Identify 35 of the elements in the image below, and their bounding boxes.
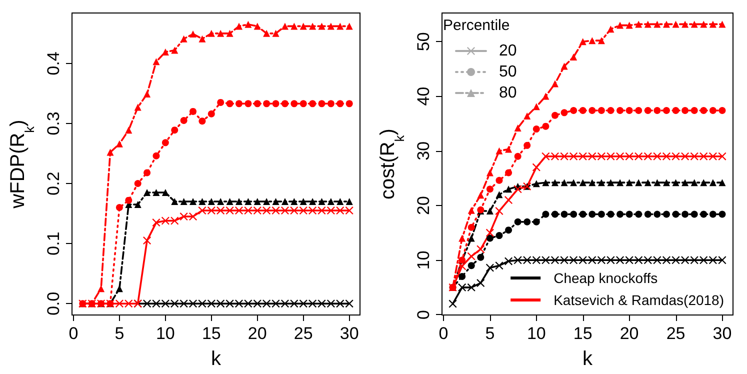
- x-tick-label: 5: [114, 324, 124, 343]
- legend-label: 50: [499, 64, 517, 80]
- legend-title: Percentile: [443, 17, 510, 34]
- y-axis-title: wFDP(Rk): [7, 120, 37, 210]
- x-axis-title: k: [582, 348, 594, 370]
- y-tick-label: 0.3: [44, 112, 63, 136]
- x-tick-label: 10: [526, 324, 546, 343]
- x-tick-label: 10: [156, 324, 175, 343]
- legend-label: Cheap knockoffs: [554, 270, 658, 286]
- x-tick-label: 20: [620, 324, 639, 343]
- x-axis-title: k: [211, 348, 222, 370]
- x-tick-label: 15: [573, 324, 592, 343]
- x-tick-label: 0: [68, 324, 78, 343]
- y-tick-label: 0.0: [44, 292, 63, 316]
- x-tick-label: 20: [248, 324, 267, 343]
- y-tick-label: 0.4: [44, 52, 63, 76]
- y-tick-label: 0.2: [44, 172, 63, 196]
- y-tick-label: 0: [414, 310, 433, 320]
- y-tick-label: 10: [414, 250, 433, 270]
- legend-label: Katsevich & Ramdas(2018): [554, 292, 724, 308]
- x-tick-label: 0: [438, 324, 448, 343]
- x-tick-label: 15: [202, 324, 221, 343]
- y-tick-label: 20: [414, 196, 433, 215]
- x-tick-label: 30: [712, 324, 732, 343]
- y-tick-label: 30: [414, 141, 433, 160]
- y-axis-title: cost(Rk): [377, 128, 407, 200]
- x-tick-label: 5: [485, 324, 495, 343]
- y-tick-label: 50: [414, 32, 433, 52]
- y-tick-label: 0.1: [44, 232, 63, 256]
- x-tick-label: 30: [340, 324, 359, 343]
- x-tick-label: 25: [294, 324, 313, 343]
- x-tick-label: 25: [666, 324, 686, 343]
- legend-label: 20: [499, 42, 517, 60]
- y-tick-label: 40: [414, 86, 433, 106]
- legend-label: 80: [499, 84, 517, 102]
